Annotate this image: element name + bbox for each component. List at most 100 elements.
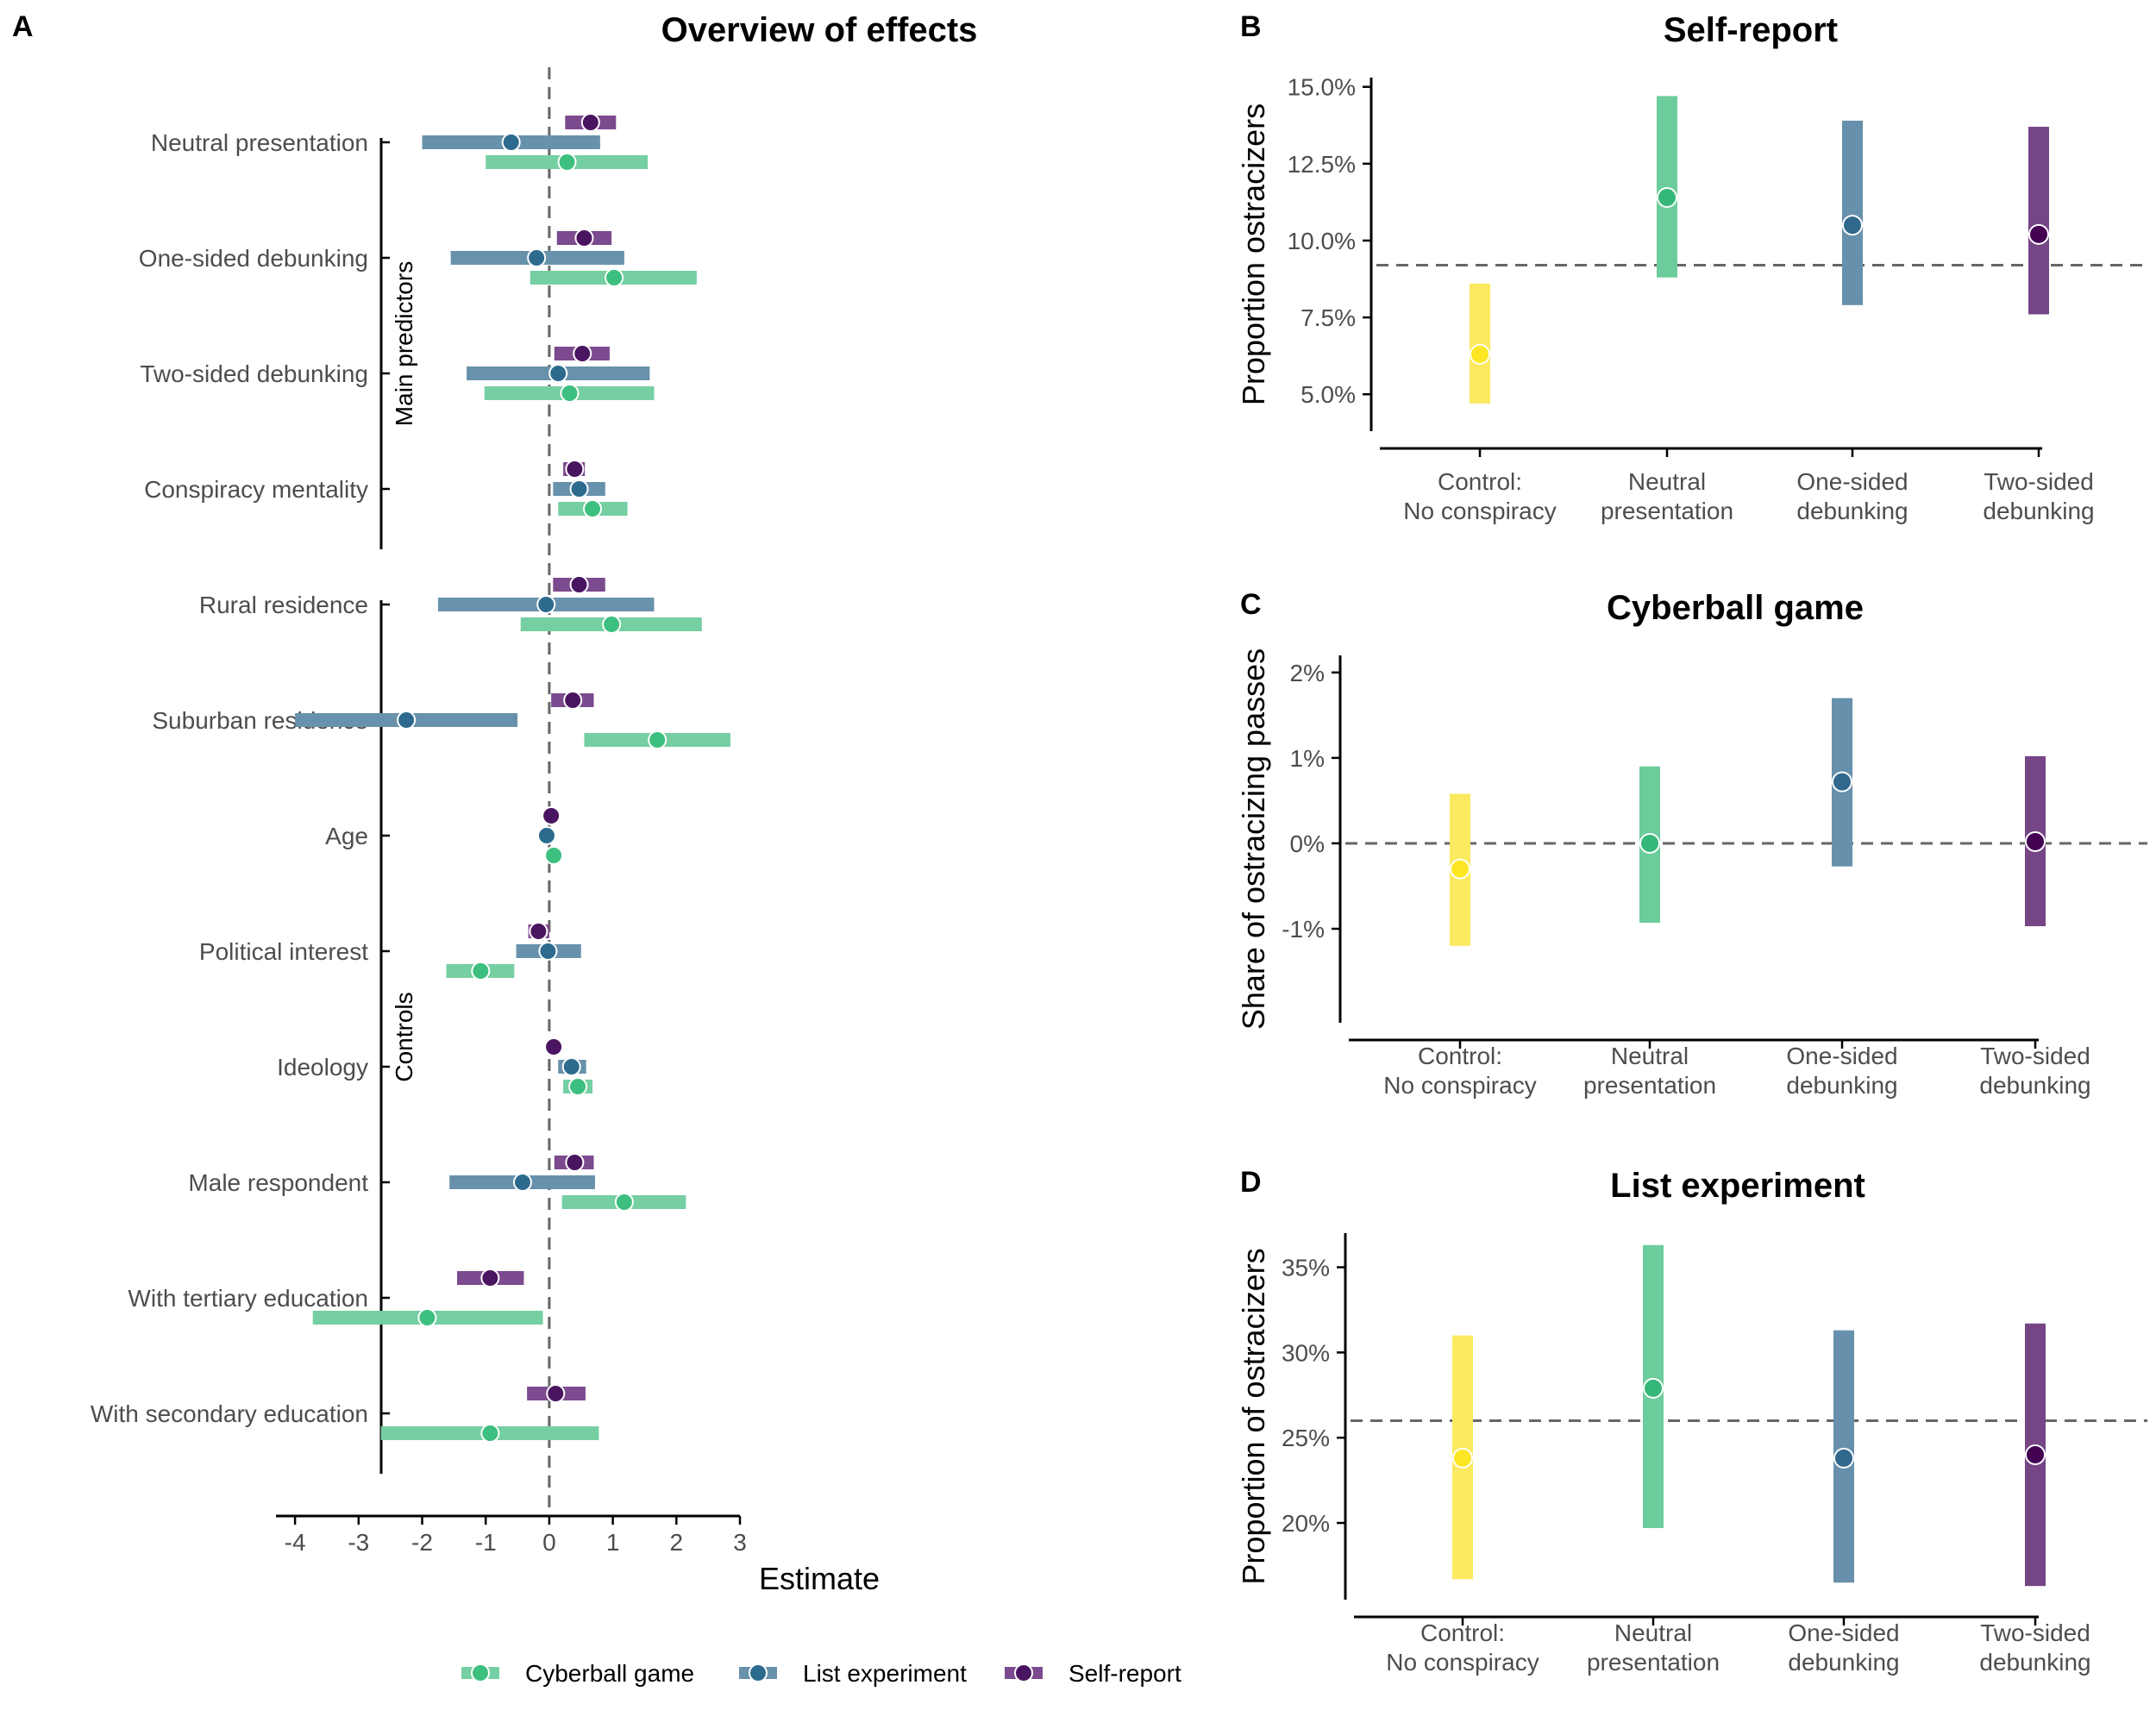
- panel-b-category-label: Neutral presentation: [1601, 468, 1733, 524]
- panel-a-row-label: Two-sided debunking: [140, 360, 368, 387]
- panel-b-category-label: Control: No conspiracy: [1403, 468, 1556, 524]
- panel-c-y-tick-label: -1%: [1282, 916, 1325, 943]
- panel-d-y-tick-label: 35%: [1282, 1255, 1330, 1281]
- panel-d-point: [1643, 1377, 1664, 1399]
- panel-a-row-label: Male respondent: [188, 1169, 368, 1196]
- panel-d-y-tick-label: 30%: [1282, 1339, 1330, 1366]
- legend-label-self: Self-report: [1069, 1660, 1181, 1687]
- panel-a-point-self: [529, 922, 548, 941]
- panel-d-category-label: Two-sided debunking: [1979, 1619, 2090, 1676]
- panel-a-point-self: [580, 113, 600, 132]
- panel-c-y-axis-title: Share of ostracizing passes: [1236, 648, 1271, 1030]
- panel-letter-c: C: [1240, 588, 1262, 621]
- panel-a-point-cyberball: [602, 615, 622, 634]
- panel-b-category-label: Two-sided debunking: [1983, 468, 2094, 524]
- panel-c-category-label: One-sided debunking: [1786, 1043, 1897, 1099]
- panel-a-point-self: [565, 460, 585, 479]
- panel-a-x-tick-label: -3: [348, 1529, 369, 1556]
- panel-a-point-cyberball: [648, 730, 667, 749]
- panel-b-range-bar: [1470, 283, 1490, 404]
- panel-a-row-label: Neutral presentation: [151, 129, 368, 156]
- panel-b-y-tick-label: 15.0%: [1288, 74, 1356, 101]
- panel-a-point-list: [538, 942, 558, 961]
- panel-a-point-list: [536, 595, 556, 614]
- panel-a-point-self: [565, 1153, 585, 1172]
- panel-b-category-label: One-sided debunking: [1796, 468, 1908, 524]
- panel-b-point: [2028, 223, 2049, 245]
- panel-a-point-cyberball: [568, 1077, 588, 1096]
- panel-b-y-tick-label: 7.5%: [1300, 304, 1356, 331]
- panel-a-point-self: [574, 229, 594, 247]
- panel-c-y-tick-label: 1%: [1290, 745, 1325, 772]
- panel-a-row-label: Conspiracy mentality: [144, 476, 368, 503]
- panel-a-point-cyberball: [417, 1308, 437, 1327]
- legend-key-point-cyberball: [471, 1663, 490, 1682]
- panel-b-point: [1657, 187, 1677, 209]
- panel-a-point-cyberball: [605, 268, 624, 287]
- panel-a-point-list: [397, 711, 417, 730]
- panel-b-y-tick-label: 5.0%: [1300, 381, 1356, 408]
- panel-a-x-tick-label: 1: [606, 1529, 620, 1556]
- panel-a-point-cyberball: [480, 1424, 500, 1443]
- panel-a-row-label: Political interest: [199, 938, 368, 965]
- panel-a-x-axis-title: Estimate: [759, 1561, 880, 1596]
- panel-a-point-list: [561, 1057, 581, 1076]
- legend-label-cyberball: Cyberball game: [525, 1660, 694, 1687]
- legend-label-list: List experiment: [803, 1660, 967, 1687]
- panel-letter-d: D: [1240, 1166, 1262, 1199]
- panel-a-point-self: [544, 1037, 564, 1056]
- panel-a-point-cyberball: [557, 153, 577, 172]
- panel-c-point: [1450, 858, 1470, 880]
- panel-b-point: [1470, 343, 1490, 365]
- panel-c-y-tick-label: 2%: [1290, 660, 1325, 686]
- panel-a-point-cyberball: [583, 499, 603, 518]
- panel-a-point-self: [569, 575, 589, 594]
- panel-c-category-label: Two-sided debunking: [1979, 1043, 2090, 1099]
- panel-letter-b: B: [1240, 10, 1262, 43]
- panel-a-group-label: Main predictors: [391, 261, 417, 426]
- panel-d-category-label: One-sided debunking: [1788, 1619, 1899, 1676]
- panel-d-y-tick-label: 25%: [1282, 1425, 1330, 1451]
- panel-d-point: [1452, 1447, 1473, 1469]
- panel-d-title: List experiment: [1610, 1167, 1865, 1205]
- panel-a-point-self: [542, 806, 561, 825]
- panel-c-point: [1832, 771, 1852, 792]
- panel-b-point: [1842, 215, 1863, 236]
- panel-a-row-label: With secondary education: [91, 1400, 368, 1427]
- legend-key-point-list: [749, 1663, 768, 1682]
- panel-a-row-label: Rural residence: [199, 592, 368, 618]
- panel-a-title: Overview of effects: [661, 11, 978, 49]
- panel-d-y-axis-title: Proportion of ostracizers: [1236, 1248, 1271, 1584]
- panel-c-category-label: Neutral presentation: [1583, 1043, 1716, 1099]
- panel-a-row-label: One-sided debunking: [139, 245, 368, 272]
- panel-a-point-cyberball: [614, 1193, 634, 1212]
- panel-c-point: [2025, 830, 2046, 852]
- panel-c-title: Cyberball game: [1607, 589, 1864, 627]
- panel-a-point-list: [527, 248, 547, 267]
- panel-b-range-bar: [1657, 96, 1677, 278]
- panel-b-title: Self-report: [1664, 11, 1838, 49]
- panel-d-category-label: Control: No conspiracy: [1386, 1619, 1539, 1676]
- panel-a-x-tick-label: 3: [733, 1529, 747, 1556]
- panel-a-point-self: [563, 691, 583, 710]
- panel-letter-a: A: [12, 10, 34, 43]
- panel-a-point-list: [512, 1173, 532, 1192]
- panel-a-point-cyberball: [471, 962, 491, 980]
- panel-b-y-axis-title: Proportion ostracizers: [1236, 103, 1271, 405]
- panel-c-point: [1639, 832, 1660, 854]
- panel-a-x-tick-label: -2: [411, 1529, 433, 1556]
- panel-a-point-self: [573, 344, 592, 363]
- panel-b-y-tick-label: 12.5%: [1288, 151, 1356, 178]
- panel-c-y-tick-label: 0%: [1290, 830, 1325, 857]
- legend-key-point-self: [1014, 1663, 1033, 1682]
- panel-a-x-tick-label: 2: [670, 1529, 684, 1556]
- panel-a-x-tick-label: 0: [542, 1529, 556, 1556]
- panel-a-point-self: [480, 1269, 500, 1287]
- panel-a-row-label: Age: [325, 823, 368, 849]
- panel-a-point-cyberball: [544, 846, 564, 865]
- panel-a-row-label: Ideology: [277, 1054, 368, 1081]
- panel-b-y-tick-label: 10.0%: [1288, 228, 1356, 254]
- panel-a-x-tick-label: -4: [285, 1529, 306, 1556]
- panel-d-y-tick-label: 20%: [1282, 1510, 1330, 1537]
